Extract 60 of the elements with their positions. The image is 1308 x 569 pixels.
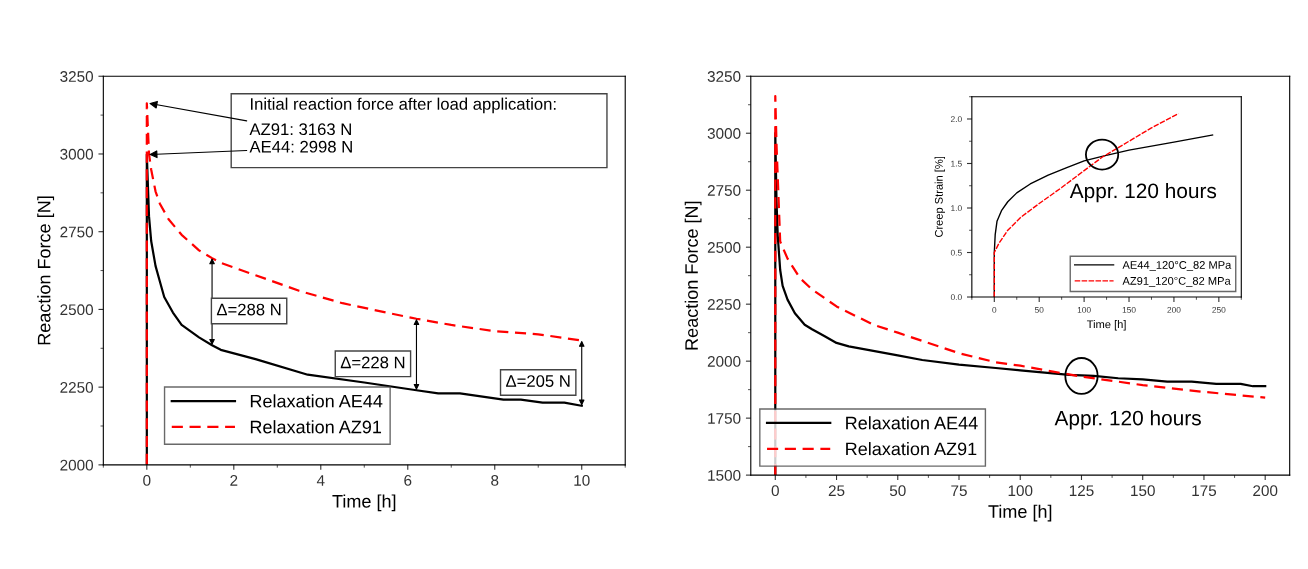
y-axis-title: Reaction Force [N]	[684, 201, 702, 350]
x-tick-label: 8	[491, 475, 499, 486]
annotation: Δ=228 N	[340, 356, 405, 369]
x-tick-label: 10	[574, 475, 590, 486]
y-tick-label: 1500	[708, 469, 741, 481]
y-tick-label: 2250	[60, 382, 94, 393]
x-tick-label: 0	[771, 485, 779, 497]
x-tick-label: 75	[951, 485, 967, 497]
x-tick-label: 2	[230, 475, 238, 486]
annotation: AZ91: 3163 N	[249, 123, 351, 136]
legend-label: AZ91_120°C_82 MPa	[1122, 276, 1231, 287]
legend-label: Relaxation AE44	[846, 416, 978, 430]
annotation: Initial reaction force after load application:	[251, 97, 556, 114]
x-tick-label: 6	[404, 475, 412, 486]
x-tick-label: 100	[1077, 306, 1091, 313]
y-tick-label: 0.5	[950, 249, 962, 256]
x-tick-label: 50	[889, 485, 906, 497]
x-tick-label: 150	[1122, 306, 1136, 313]
y-tick-label: 2250	[707, 299, 741, 310]
legend-label: Relaxation AZ91	[846, 442, 977, 456]
y-tick-label: 1.5	[951, 160, 962, 167]
legend-label: Relaxation AE44	[250, 394, 383, 408]
annotation: Δ=205 N	[506, 375, 570, 387]
y-tick-label: 2750	[60, 226, 94, 238]
annotation: AE44: 2998 N	[249, 140, 352, 153]
x-tick-label: 200	[1253, 485, 1278, 497]
legend-label: Relaxation AZ91	[250, 420, 382, 434]
y-tick-label: 2500	[60, 304, 94, 316]
x-tick-label: 150	[1131, 485, 1155, 497]
x-tick-label: 4	[316, 475, 325, 486]
x-tick-label: 125	[1069, 485, 1094, 497]
y-tick-label: 3000	[707, 128, 741, 139]
y-tick-label: 2500	[707, 242, 741, 253]
y-axis-title: Creep Strain [%]	[934, 156, 945, 238]
x-tick-label: 200	[1167, 306, 1181, 313]
y-tick-label: 3250	[60, 71, 94, 82]
x-tick-label: 175	[1192, 485, 1217, 497]
x-axis-title: Time [h]	[332, 494, 396, 512]
x-tick-label: 50	[1034, 306, 1044, 313]
y-tick-label: 2000	[60, 459, 94, 471]
y-tick-label: 1750	[708, 413, 741, 424]
y-tick-label: 0.0	[950, 294, 962, 301]
x-tick-label: 0	[143, 475, 151, 486]
legend-label: AE44_120°C_82 MPa	[1122, 261, 1232, 272]
x-tick-label: 25	[828, 485, 845, 497]
x-tick-label: 0	[992, 306, 997, 313]
x-tick-label: 250	[1212, 306, 1226, 313]
y-tick-label: 3250	[707, 71, 741, 82]
y-axis-title: Reaction Force [N]	[37, 196, 55, 345]
annotation: Appr. 120 hours	[1069, 182, 1217, 203]
y-tick-label: 2.0	[950, 116, 962, 123]
y-tick-label: 1.0	[951, 205, 962, 212]
y-tick-label: 2750	[707, 185, 741, 196]
y-tick-label: 2000	[707, 356, 741, 367]
y-tick-label: 3000	[60, 148, 94, 160]
x-axis-title: Time [h]	[988, 504, 1052, 522]
annotation: Δ=288 N	[216, 303, 281, 316]
annotation: Appr. 120 hours	[1054, 410, 1201, 430]
x-tick-label: 100	[1008, 485, 1033, 497]
x-axis-title: Time [h]	[1086, 320, 1126, 331]
